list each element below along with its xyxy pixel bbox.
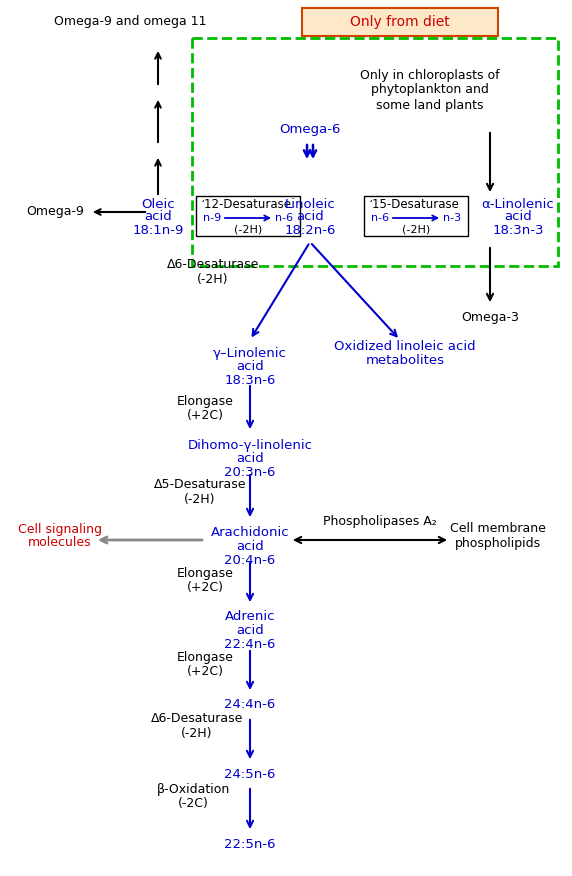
Text: metabolites: metabolites bbox=[366, 354, 444, 366]
Text: γ–Linolenic: γ–Linolenic bbox=[213, 347, 287, 359]
Text: 24:5n-6: 24:5n-6 bbox=[224, 767, 276, 781]
Text: Only from diet: Only from diet bbox=[350, 15, 450, 29]
Text: acid: acid bbox=[236, 625, 264, 638]
Text: 20:3n-6: 20:3n-6 bbox=[224, 467, 276, 479]
Text: 22:5n-6: 22:5n-6 bbox=[224, 838, 276, 851]
FancyBboxPatch shape bbox=[302, 8, 498, 36]
Text: (+2C): (+2C) bbox=[186, 581, 224, 594]
Text: Only in chloroplasts of
phytoplankton and
some land plants: Only in chloroplasts of phytoplankton an… bbox=[360, 68, 500, 111]
Text: β-Oxidation: β-Oxidation bbox=[156, 782, 229, 795]
Text: (-2H): (-2H) bbox=[234, 225, 262, 235]
Text: 18:3n-3: 18:3n-3 bbox=[492, 223, 544, 237]
Text: ̒12-Desaturase: ̒12-Desaturase bbox=[205, 199, 292, 211]
Text: 18:3n-6: 18:3n-6 bbox=[224, 375, 276, 387]
Text: phospholipids: phospholipids bbox=[455, 536, 541, 549]
Bar bbox=[364, 196, 468, 236]
Text: (-2H): (-2H) bbox=[181, 726, 213, 739]
Text: acid: acid bbox=[144, 210, 172, 223]
Text: ̒15-Desaturase: ̒15-Desaturase bbox=[372, 199, 459, 211]
Text: (-2H): (-2H) bbox=[402, 225, 430, 235]
Text: (-2C): (-2C) bbox=[177, 796, 208, 809]
Text: acid: acid bbox=[296, 210, 324, 223]
Text: Oleic: Oleic bbox=[141, 197, 175, 210]
Text: acid: acid bbox=[236, 453, 264, 465]
Text: 18:1n-9: 18:1n-9 bbox=[132, 223, 184, 237]
Text: n-6: n-6 bbox=[371, 213, 389, 223]
Text: Omega-6: Omega-6 bbox=[279, 124, 341, 137]
Text: Omega-9 and omega 11: Omega-9 and omega 11 bbox=[54, 16, 206, 29]
Bar bbox=[192, 38, 558, 266]
Text: Δ6-Desaturase: Δ6-Desaturase bbox=[151, 712, 243, 725]
Text: Linoleic: Linoleic bbox=[285, 197, 335, 210]
Text: 24:4n-6: 24:4n-6 bbox=[224, 698, 276, 711]
Text: 22:4n-6: 22:4n-6 bbox=[224, 639, 276, 652]
Text: acid: acid bbox=[504, 210, 532, 223]
Text: n-3: n-3 bbox=[443, 213, 461, 223]
Text: Oxidized linoleic acid: Oxidized linoleic acid bbox=[334, 340, 476, 352]
Text: 20:4n-6: 20:4n-6 bbox=[224, 555, 276, 568]
Text: Δ6-Desaturase: Δ6-Desaturase bbox=[167, 258, 259, 272]
Text: acid: acid bbox=[236, 361, 264, 373]
Text: α-Linolenic: α-Linolenic bbox=[482, 197, 554, 210]
Text: Δ5-Desaturase: Δ5-Desaturase bbox=[154, 478, 247, 491]
Text: (+2C): (+2C) bbox=[186, 408, 224, 421]
Text: Omega-3: Omega-3 bbox=[461, 312, 519, 324]
Bar bbox=[196, 196, 300, 236]
Text: (-2H): (-2H) bbox=[184, 492, 216, 505]
Text: Dihomo-γ-linolenic: Dihomo-γ-linolenic bbox=[188, 439, 312, 451]
Text: (-2H): (-2H) bbox=[197, 273, 229, 286]
Text: Elongase: Elongase bbox=[177, 567, 233, 580]
Text: n-6: n-6 bbox=[275, 213, 293, 223]
Text: molecules: molecules bbox=[28, 536, 92, 549]
Text: 18:2n-6: 18:2n-6 bbox=[284, 223, 336, 237]
Text: Arachidonic: Arachidonic bbox=[210, 526, 289, 540]
Text: n-9: n-9 bbox=[203, 213, 221, 223]
Text: Adrenic: Adrenic bbox=[225, 611, 275, 624]
Text: acid: acid bbox=[236, 540, 264, 554]
Text: Phospholipases A₂: Phospholipases A₂ bbox=[323, 515, 437, 528]
Text: Elongase: Elongase bbox=[177, 394, 233, 407]
Text: Cell membrane: Cell membrane bbox=[450, 522, 546, 535]
Text: Elongase: Elongase bbox=[177, 651, 233, 663]
Text: Omega-9: Omega-9 bbox=[26, 206, 84, 218]
Text: (+2C): (+2C) bbox=[186, 665, 224, 677]
Text: Cell signaling: Cell signaling bbox=[18, 522, 102, 535]
